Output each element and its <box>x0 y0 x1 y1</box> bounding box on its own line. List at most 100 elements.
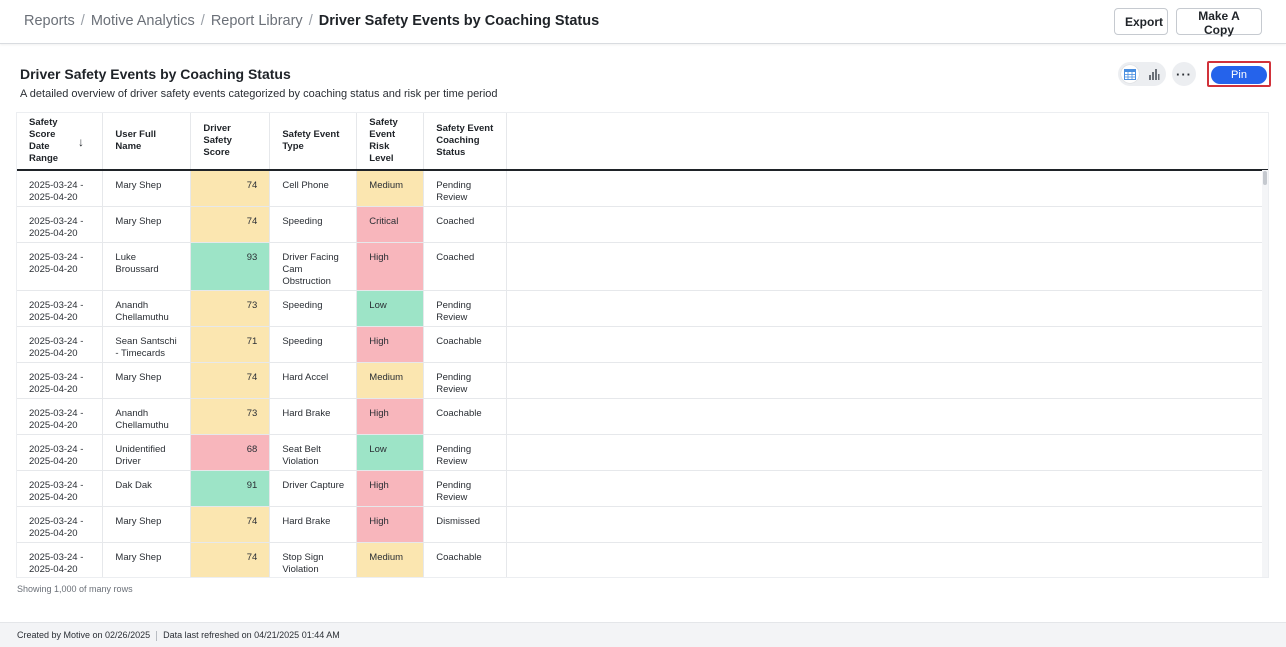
cell-event-type: Hard Brake <box>269 506 358 543</box>
cell-safety-score: 93 <box>190 242 271 291</box>
more-horizontal-icon[interactable]: ··· <box>1172 62 1196 86</box>
cell-risk-level: High <box>356 326 425 363</box>
cell-safety-score: 73 <box>190 290 271 327</box>
cell-user-name: Anandh Chellamuthu <box>102 398 192 435</box>
cell-filler <box>506 506 1268 543</box>
header-label: Safety Score Date Range <box>29 117 59 164</box>
cell-date-range: 2025-03-24 -2025-04-20 <box>17 542 104 577</box>
cell-event-type: Hard Accel <box>269 362 358 399</box>
table-row[interactable]: 2025-03-24 -2025-04-20 Anandh Chellamuthu 7… <box>17 290 1268 327</box>
cell-date-range: 2025-03-24 -2025-04-20 <box>17 242 104 291</box>
cell-safety-score: 71 <box>190 326 271 363</box>
cell-date-range: 2025-03-24 -2025-04-20 <box>17 470 104 507</box>
cell-date-range: 2025-03-24 -2025-04-20 <box>17 362 104 399</box>
cell-safety-score: 74 <box>190 506 271 543</box>
cell-coaching-status: Coachable <box>423 398 508 435</box>
cell-filler <box>506 326 1268 363</box>
cell-user-name: Mary Shep <box>102 362 192 399</box>
cell-user-name: Luke Broussard <box>102 242 192 291</box>
report-table-container[interactable]: Safety Score Date Range ↓ User Full Name Dr… <box>16 112 1269 578</box>
table-scrollbar-track[interactable] <box>1262 170 1268 577</box>
cell-safety-score: 74 <box>190 206 271 243</box>
view-toggle <box>1118 62 1166 86</box>
column-header-driver-safety-score[interactable]: Driver Safety Score <box>190 113 271 171</box>
table-row[interactable]: 2025-03-24 -2025-04-20 Sean Santschi - Tim… <box>17 326 1268 363</box>
cell-coaching-status: Pending Review <box>423 470 508 507</box>
table-row[interactable]: 2025-03-24 -2025-04-20 Anandh Chellamuthu 7… <box>17 398 1268 435</box>
cell-filler <box>506 398 1268 435</box>
column-header-date-range[interactable]: Safety Score Date Range ↓ <box>17 113 104 171</box>
cell-event-type: Stop Sign Violation <box>269 542 358 577</box>
cell-event-type: Seat Belt Violation <box>269 434 358 471</box>
cell-risk-level: Medium <box>356 542 425 577</box>
cell-coaching-status: Pending Review <box>423 434 508 471</box>
table-row[interactable]: 2025-03-24 -2025-04-20 Mary Shep 74 Stop Si… <box>17 542 1268 577</box>
pin-button[interactable]: Pin <box>1211 66 1267 84</box>
cell-date-range: 2025-03-24 -2025-04-20 <box>17 290 104 327</box>
cell-safety-score: 73 <box>190 398 271 435</box>
cell-coaching-status: Coached <box>423 206 508 243</box>
cell-safety-score: 91 <box>190 470 271 507</box>
make-a-copy-button[interactable]: Make A Copy <box>1176 8 1262 37</box>
sort-descending-icon[interactable]: ↓ <box>78 135 84 149</box>
cell-safety-score: 68 <box>190 434 271 471</box>
table-row[interactable]: 2025-03-24 -2025-04-20 Mary Shep 74 Cell Ph… <box>17 170 1268 207</box>
breadcrumb-separator: / <box>200 13 205 29</box>
table-row[interactable]: 2025-03-24 -2025-04-20 Mary Shep 74 Hard Ac… <box>17 362 1268 399</box>
cell-event-type: Hard Brake <box>269 398 358 435</box>
cell-filler <box>506 242 1268 291</box>
row-count-text: Showing 1,000 of many rows <box>17 584 133 594</box>
data-refreshed-text: Data last refreshed on 04/21/2025 01:44 … <box>163 630 340 640</box>
cell-coaching-status: Pending Review <box>423 170 508 207</box>
cell-user-name: Anandh Chellamuthu <box>102 290 192 327</box>
table-row[interactable]: 2025-03-24 -2025-04-20 Dak Dak 91 Driver Ca… <box>17 470 1268 507</box>
cell-coaching-status: Coachable <box>423 326 508 363</box>
bar-chart-icon[interactable] <box>1145 65 1163 83</box>
report-description: A detailed overview of driver safety eve… <box>20 88 498 100</box>
cell-filler <box>506 170 1268 207</box>
cell-risk-level: Low <box>356 290 425 327</box>
cell-event-type: Driver Facing Cam Obstruction <box>269 242 358 291</box>
cell-risk-level: Critical <box>356 206 425 243</box>
export-button[interactable]: Export <box>1114 8 1168 35</box>
table-row[interactable]: 2025-03-24 -2025-04-20 Luke Broussard 93 Dri… <box>17 242 1268 291</box>
breadcrumb-report-library[interactable]: Report Library <box>210 13 303 29</box>
cell-filler <box>506 434 1268 471</box>
breadcrumb-reports[interactable]: Reports <box>24 13 75 29</box>
table-view-icon[interactable] <box>1121 65 1139 83</box>
footer: Created by Motive on 02/26/2025 Data last… <box>0 622 1286 647</box>
column-header-safety-event-type[interactable]: Safety Event Type <box>269 113 358 171</box>
cell-coaching-status: Dismissed <box>423 506 508 543</box>
report-title: Driver Safety Events by Coaching Status <box>20 66 291 82</box>
breadcrumb: Reports / Motive Analytics / Report Library /… <box>24 12 599 30</box>
column-header-user-full-name[interactable]: User Full Name <box>102 113 192 171</box>
cell-date-range: 2025-03-24 -2025-04-20 <box>17 206 104 243</box>
cell-filler <box>506 470 1268 507</box>
table-row[interactable]: 2025-03-24 -2025-04-20 Mary Shep 74 Hard Br… <box>17 506 1268 543</box>
cell-event-type: Driver Capture <box>269 470 358 507</box>
cell-date-range: 2025-03-24 -2025-04-20 <box>17 170 104 207</box>
breadcrumb-separator: / <box>308 13 313 29</box>
column-header-coaching-status[interactable]: Safety Event Coaching Status <box>423 113 508 171</box>
table-body: 2025-03-24 -2025-04-20 Mary Shep 74 Cell Ph… <box>17 170 1268 577</box>
cell-risk-level: High <box>356 398 425 435</box>
cell-date-range: 2025-03-24 -2025-04-20 <box>17 506 104 543</box>
cell-user-name: Sean Santschi - Timecards <box>102 326 192 363</box>
cell-risk-level: High <box>356 242 425 291</box>
column-header-filler <box>506 113 1268 171</box>
column-header-risk-level[interactable]: Safety Event Risk Level <box>356 113 425 171</box>
cell-coaching-status: Coached <box>423 242 508 291</box>
cell-date-range: 2025-03-24 -2025-04-20 <box>17 398 104 435</box>
created-by-text: Created by Motive on 02/26/2025 <box>17 630 151 640</box>
cell-user-name: Mary Shep <box>102 206 192 243</box>
table-header-row: Safety Score Date Range ↓ User Full Name Dr… <box>17 113 1268 171</box>
cell-filler <box>506 542 1268 577</box>
footer-divider <box>156 630 158 641</box>
top-bar: Reports / Motive Analytics / Report Library /… <box>0 0 1286 44</box>
breadcrumb-motive-analytics[interactable]: Motive Analytics <box>90 13 195 29</box>
table-row[interactable]: 2025-03-24 -2025-04-20 Unidentified Driver… <box>17 434 1268 471</box>
table-row[interactable]: 2025-03-24 -2025-04-20 Mary Shep 74 Speedin… <box>17 206 1268 243</box>
cell-safety-score: 74 <box>190 170 271 207</box>
cell-risk-level: Medium <box>356 362 425 399</box>
table-scrollbar-thumb[interactable] <box>1263 171 1267 185</box>
